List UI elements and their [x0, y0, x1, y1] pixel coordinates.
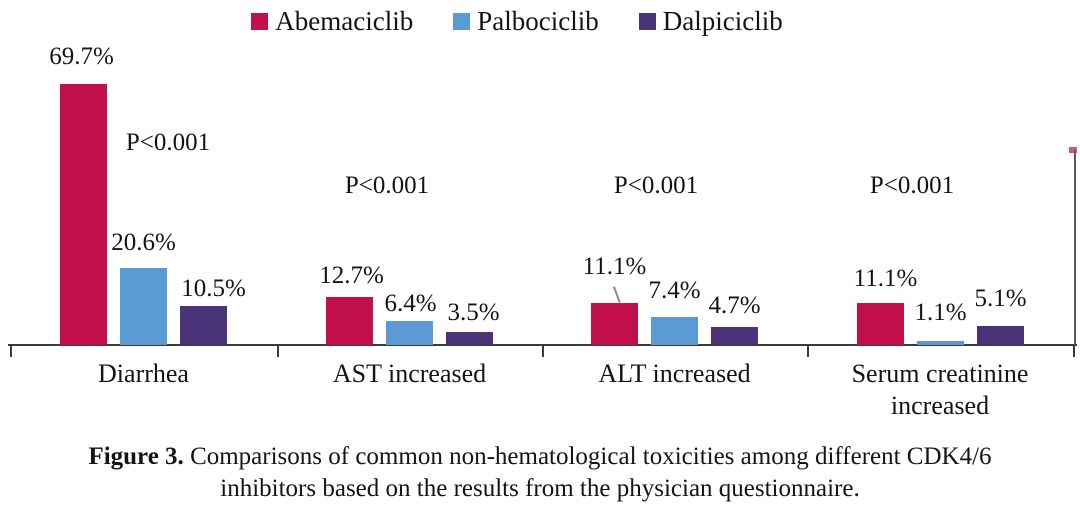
p-value-label-alt-increased: P<0.001: [613, 172, 699, 199]
value-label-abemaciclib-ast-increased: 12.7%: [319, 262, 384, 289]
value-label-dalpiciclib-serum-creatinine-increased: 5.1%: [974, 285, 1027, 312]
value-label-abemaciclib-alt-increased: 11.1%: [582, 253, 647, 280]
category-label-alt-increased: ALT increased: [598, 359, 751, 388]
cropped-chart-edge-line: [1074, 150, 1076, 345]
legend-item-abemaciclib: Abemaciclib: [251, 8, 413, 35]
category-label-serum-creatinine-increased: Serum creatinine increased: [851, 359, 1029, 420]
value-label-dalpiciclib-ast-increased: 3.5%: [447, 299, 500, 326]
bar-palbociclib-alt-increased: [651, 317, 698, 345]
bar-abemaciclib-serum-creatinine-increased: [857, 303, 904, 345]
figure-caption-number: Figure 3.: [88, 443, 184, 470]
value-label-palbociclib-diarrhea: 20.6%: [111, 229, 176, 256]
legend-swatch-palbociclib-icon: [453, 13, 471, 30]
legend-label-dalpiciclib: Dalpiciclib: [662, 6, 783, 36]
bar-dalpiciclib-alt-increased: [711, 327, 758, 345]
legend-label-abemaciclib: Abemaciclib: [275, 6, 414, 36]
value-label-abemaciclib-serum-creatinine-increased: 11.1%: [853, 265, 918, 292]
cropped-bar-sliver: [1069, 147, 1077, 153]
value-label-palbociclib-alt-increased: 7.4%: [648, 277, 701, 304]
figure-caption-line1: Figure 3. Comparisons of common non-hema…: [88, 443, 991, 470]
value-label-palbociclib-serum-creatinine-increased: 1.1%: [914, 299, 967, 326]
figure-caption: Figure 3. Comparisons of common non-hema…: [0, 441, 1080, 505]
chart-legend: Abemaciclib Palbociclib Dalpiciclib: [0, 8, 1034, 35]
bar-palbociclib-ast-increased: [386, 321, 433, 345]
bar-dalpiciclib-ast-increased: [446, 332, 493, 345]
bar-palbociclib-serum-creatinine-increased: [917, 341, 964, 345]
value-label-palbociclib-ast-increased: 6.4%: [384, 290, 437, 317]
p-value-label-diarrhea: P<0.001: [125, 129, 211, 156]
legend-swatch-dalpiciclib-icon: [638, 13, 656, 30]
bar-abemaciclib-alt-increased: [591, 303, 638, 345]
figure-caption-text1: Comparisons of common non-hematological …: [183, 443, 992, 470]
x-axis-tick-1: [277, 345, 279, 357]
p-value-label-ast-increased: P<0.001: [344, 172, 430, 199]
bar-abemaciclib-ast-increased: [326, 297, 373, 345]
bar-palbociclib-diarrhea: [120, 268, 167, 345]
legend-item-dalpiciclib: Dalpiciclib: [638, 6, 783, 36]
value-label-abemaciclib-diarrhea: 69.7%: [49, 43, 114, 70]
value-label-dalpiciclib-alt-increased: 4.7%: [708, 292, 761, 319]
bar-dalpiciclib-diarrhea: [180, 306, 227, 345]
bar-dalpiciclib-serum-creatinine-increased: [977, 326, 1024, 345]
x-axis-tick-0: [10, 345, 12, 357]
x-axis-tick-4: [1073, 345, 1075, 357]
x-axis-tick-3: [807, 345, 809, 357]
label-leader-line-alt-increased: [613, 286, 621, 303]
legend-swatch-abemaciclib-icon: [251, 13, 269, 30]
figure-caption-text2: inhibitors based on the results from the…: [220, 475, 860, 502]
category-label-ast-increased: AST increased: [332, 359, 487, 388]
x-axis-tick-2: [542, 345, 544, 357]
bar-abemaciclib-diarrhea: [60, 84, 107, 345]
category-label-diarrhea: Diarrhea: [98, 359, 189, 388]
p-value-label-serum-creatinine-increased: P<0.001: [869, 172, 955, 199]
legend-item-palbociclib: Palbociclib: [453, 6, 599, 36]
value-label-dalpiciclib-diarrhea: 10.5%: [181, 275, 246, 302]
legend-label-palbociclib: Palbociclib: [477, 6, 599, 36]
